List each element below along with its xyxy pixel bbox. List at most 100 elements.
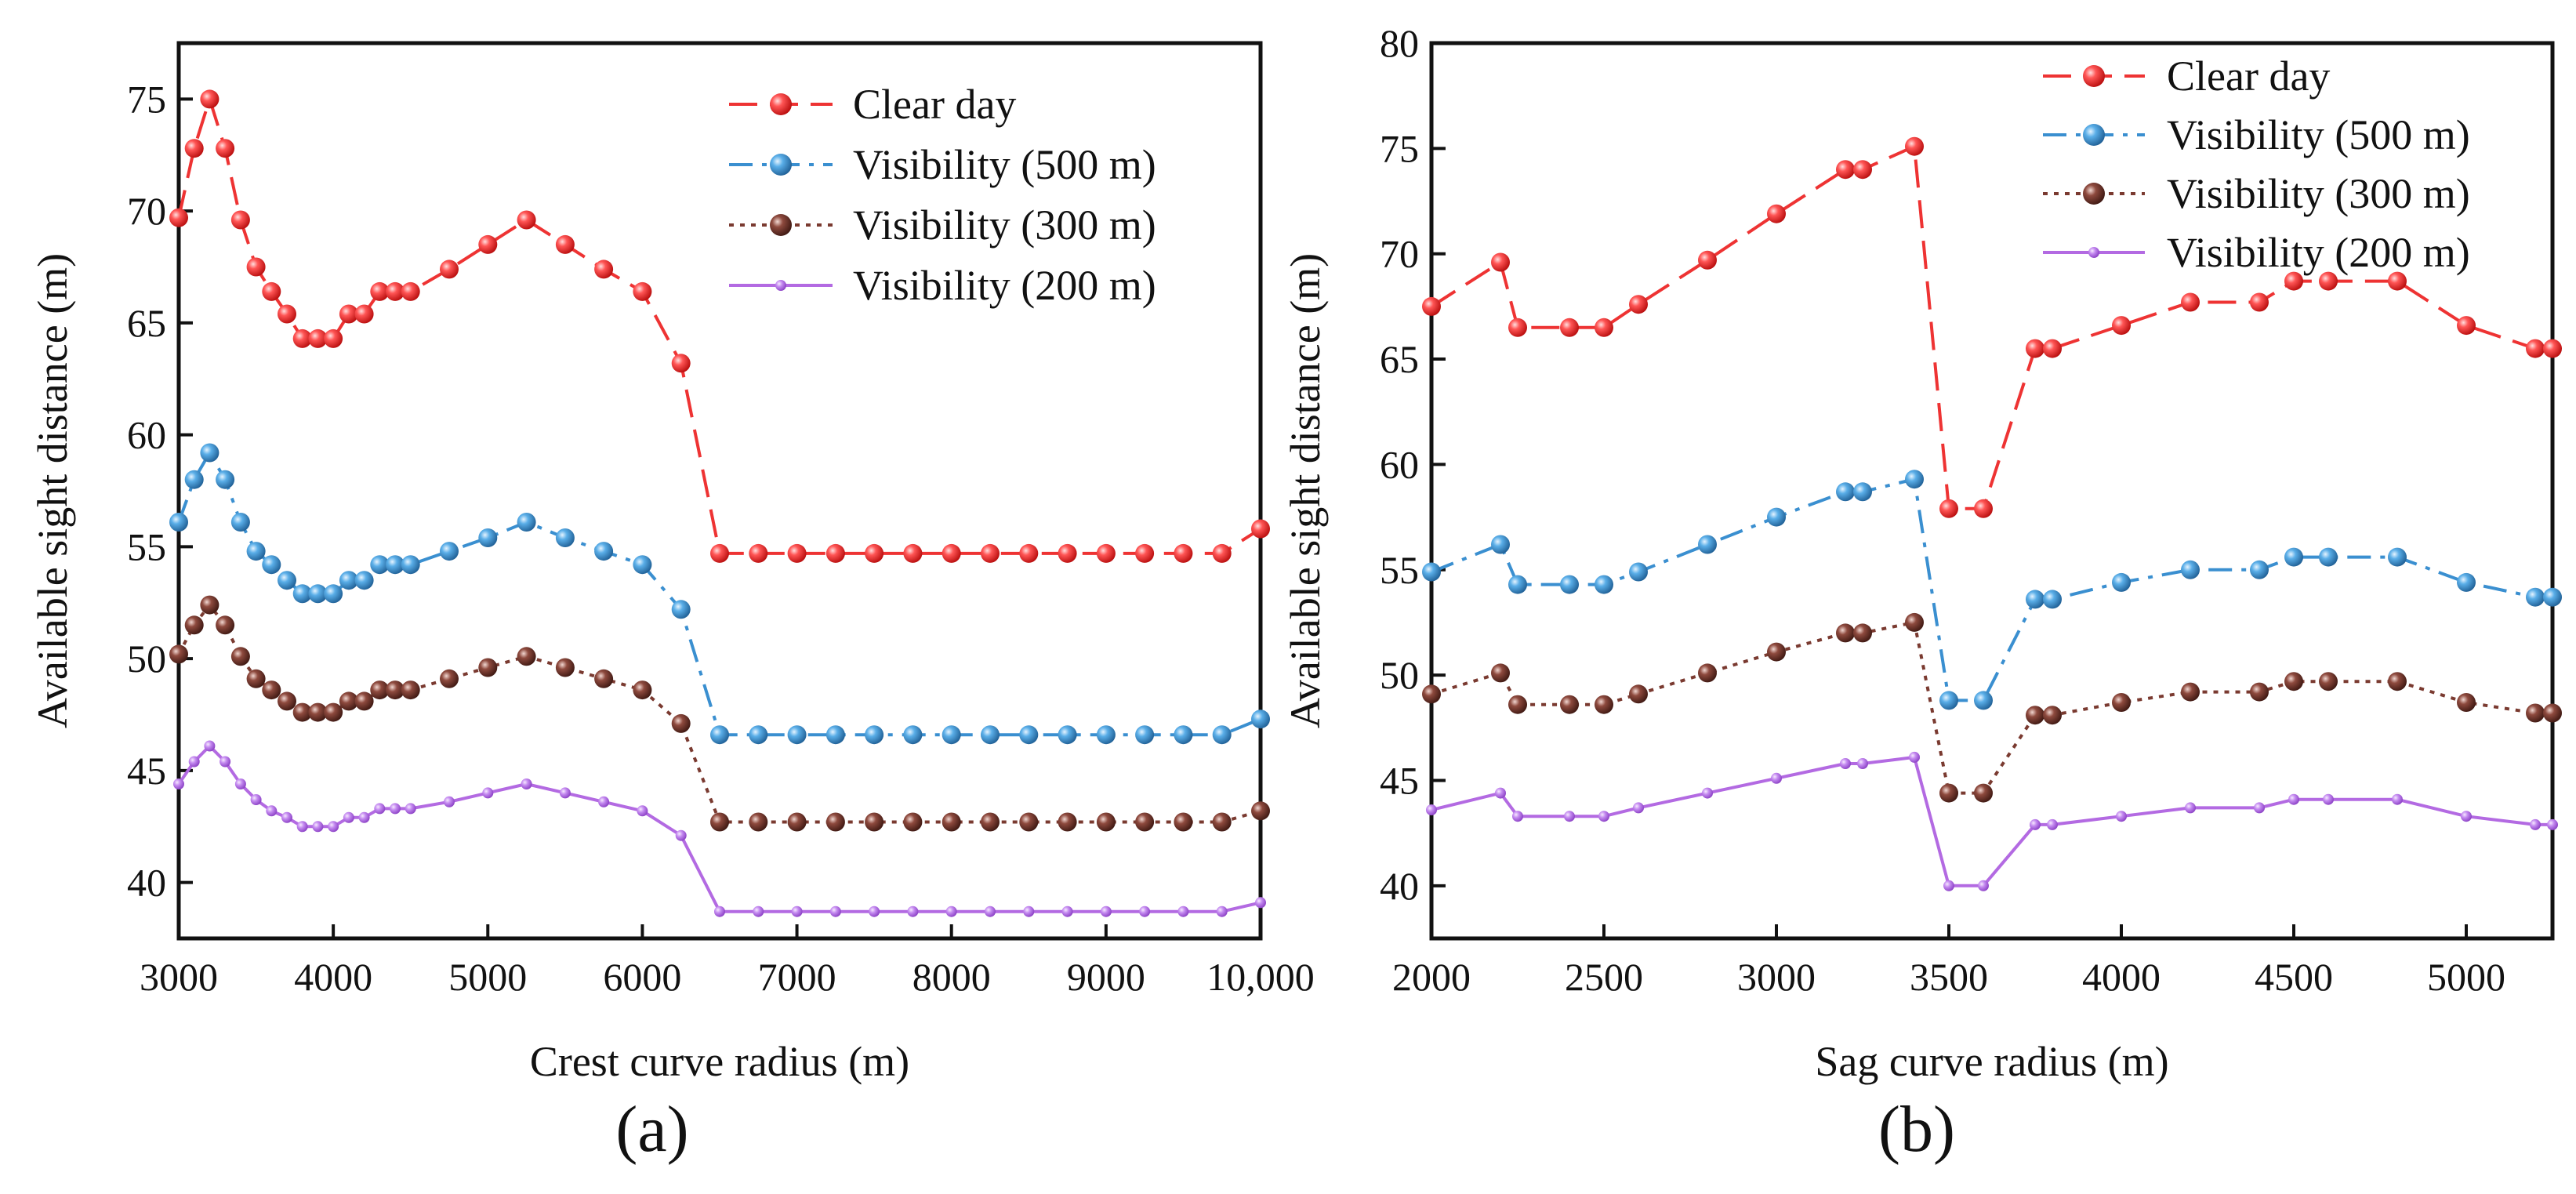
data-point-visibility-300-m <box>278 691 296 711</box>
data-point-visibility-300-m <box>324 702 343 722</box>
axis-ticks: 3000 4000 5000 6000 7000 8000 9000 10,000 40 45 50… <box>127 77 1315 999</box>
data-point-visibility-500-m <box>749 725 768 745</box>
data-point-visibility-200-m <box>2047 818 2058 830</box>
data-point-visibility-500-m <box>354 571 374 590</box>
data-point-visibility-200-m <box>1061 905 1073 917</box>
data-point-visibility-300-m <box>517 647 536 666</box>
data-point-clear-day <box>942 543 961 563</box>
x-tick-label: 8000 <box>912 955 991 999</box>
series-visibility-500-m <box>169 443 1270 745</box>
data-point-clear-day <box>749 543 768 563</box>
data-point-visibility-200-m <box>829 905 841 917</box>
y-tick-label: 50 <box>1380 653 1419 697</box>
data-point-visibility-200-m <box>1139 905 1151 917</box>
data-point-clear-day <box>2250 292 2269 312</box>
data-point-clear-day <box>1251 519 1270 539</box>
data-point-clear-day <box>230 210 250 230</box>
data-point-visibility-500-m <box>2043 590 2062 609</box>
data-point-visibility-200-m <box>405 803 416 815</box>
data-point-visibility-500-m <box>1422 562 1441 582</box>
data-point-visibility-300-m <box>292 702 312 722</box>
data-point-visibility-200-m <box>343 811 354 823</box>
legend-marker <box>775 280 786 291</box>
data-point-visibility-500-m <box>1096 725 1116 745</box>
data-point-visibility-500-m <box>1698 535 1717 554</box>
data-point-clear-day <box>1905 136 1924 156</box>
data-point-visibility-300-m <box>825 812 845 832</box>
data-point-visibility-300-m <box>1629 684 1648 704</box>
data-point-visibility-200-m <box>1909 751 1920 763</box>
data-point-visibility-300-m <box>942 812 961 832</box>
data-point-visibility-500-m <box>555 528 575 547</box>
y-tick-label: 65 <box>127 301 166 345</box>
data-point-visibility-500-m <box>942 725 961 745</box>
legend-item-visibility-500-m: Visibility (500 m) <box>2043 111 2470 158</box>
data-point-visibility-200-m <box>188 756 200 768</box>
data-point-clear-day <box>1767 204 1786 223</box>
data-point-visibility-200-m <box>2116 811 2127 822</box>
data-point-clear-day <box>478 234 498 254</box>
data-point-visibility-200-m <box>1255 897 1266 909</box>
data-point-visibility-200-m <box>281 811 292 823</box>
legend-item-visibility-300-m: Visibility (300 m) <box>729 201 1156 249</box>
data-point-visibility-500-m <box>2181 560 2200 579</box>
data-point-visibility-500-m <box>324 584 343 604</box>
legend-label: Clear day <box>853 81 1016 128</box>
data-point-visibility-300-m <box>787 812 807 832</box>
series-layer <box>1422 136 2562 891</box>
data-point-visibility-200-m <box>2461 811 2472 822</box>
data-point-visibility-300-m <box>981 812 1000 832</box>
data-point-visibility-200-m <box>985 905 996 917</box>
data-point-visibility-300-m <box>2319 672 2338 691</box>
data-point-visibility-200-m <box>637 805 648 817</box>
data-point-visibility-300-m <box>370 680 390 700</box>
data-point-visibility-300-m <box>2043 706 2062 725</box>
chart-panel-b: 2000 2500 3000 3500 4000 4500 5000 40 45 50 55 60 65… <box>1282 21 2562 1166</box>
data-point-visibility-300-m <box>2388 672 2407 691</box>
data-point-visibility-300-m <box>1595 695 1613 714</box>
legend-label: Visibility (500 m) <box>853 141 1156 188</box>
data-point-visibility-200-m <box>1564 811 1575 822</box>
data-point-visibility-200-m <box>2530 818 2541 830</box>
series-clear-day <box>1422 136 2562 518</box>
data-point-clear-day <box>903 543 923 563</box>
data-point-visibility-500-m <box>1058 725 1077 745</box>
data-point-visibility-500-m <box>386 555 405 575</box>
data-point-visibility-300-m <box>230 647 250 666</box>
data-point-clear-day <box>2388 271 2407 291</box>
data-point-visibility-300-m <box>865 812 884 832</box>
data-point-clear-day <box>1135 543 1155 563</box>
data-point-visibility-200-m <box>945 905 957 917</box>
data-point-visibility-200-m <box>296 821 308 833</box>
data-point-visibility-200-m <box>220 756 231 768</box>
data-point-visibility-500-m <box>2112 572 2131 592</box>
data-point-visibility-300-m <box>594 669 614 688</box>
data-point-clear-day <box>1508 318 1527 337</box>
data-point-visibility-200-m <box>2185 802 2196 814</box>
data-point-visibility-300-m <box>354 691 374 711</box>
legend-item-visibility-500-m: Visibility (500 m) <box>729 141 1156 188</box>
data-point-visibility-200-m <box>1177 905 1189 917</box>
axis-ticks: 2000 2500 3000 3500 4000 4500 5000 40 45 50 55 60 65… <box>1380 21 2505 999</box>
data-point-clear-day <box>1853 160 1872 180</box>
data-point-visibility-300-m <box>216 615 235 635</box>
x-tick-label: 5000 <box>448 955 527 999</box>
data-point-visibility-300-m <box>1212 812 1232 832</box>
data-point-visibility-500-m <box>1174 725 1193 745</box>
data-point-clear-day <box>1595 318 1613 337</box>
plot-area-frame <box>176 41 1263 941</box>
data-point-visibility-300-m <box>1767 642 1786 662</box>
data-point-visibility-300-m <box>1422 684 1441 704</box>
data-point-visibility-500-m <box>2284 547 2303 567</box>
data-point-clear-day <box>401 281 420 301</box>
data-point-visibility-500-m <box>370 555 390 575</box>
x-axis-title: Crest curve radius (m) <box>530 1038 909 1085</box>
data-point-clear-day <box>308 328 328 348</box>
data-point-clear-day <box>2043 339 2062 358</box>
data-point-visibility-300-m <box>2112 693 2131 712</box>
legend-label: Clear day <box>2167 53 2330 100</box>
data-point-clear-day <box>370 281 390 301</box>
data-point-visibility-300-m <box>440 669 459 688</box>
data-point-visibility-500-m <box>1560 575 1579 594</box>
data-point-visibility-500-m <box>2319 547 2338 567</box>
